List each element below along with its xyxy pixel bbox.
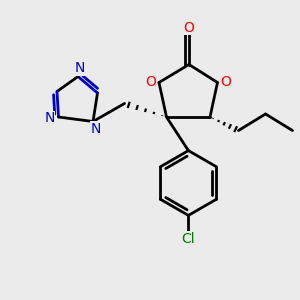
- Text: N: N: [74, 61, 85, 75]
- Text: O: O: [145, 76, 156, 89]
- Text: N: N: [44, 112, 55, 125]
- Text: Cl: Cl: [182, 232, 195, 245]
- Text: N: N: [91, 122, 101, 136]
- Text: O: O: [184, 21, 194, 34]
- Text: O: O: [220, 76, 231, 89]
